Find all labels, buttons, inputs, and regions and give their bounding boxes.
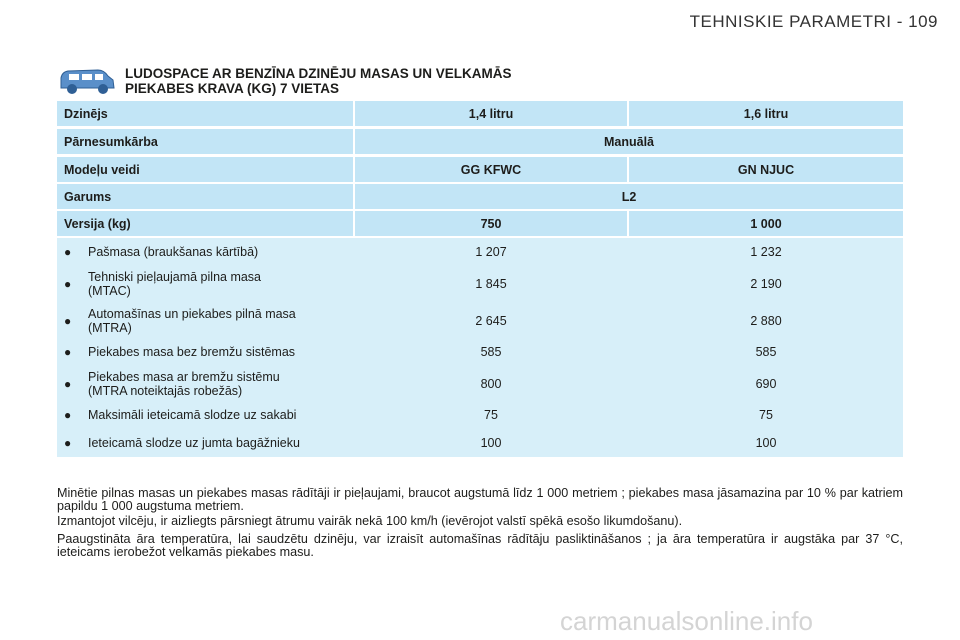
header-cell: Manuālā: [355, 129, 903, 154]
bullet: ●: [64, 377, 72, 391]
cell-value: 2 880: [750, 314, 782, 328]
header-cell: Modeļu veidi: [57, 157, 353, 182]
row-label: Piekabes masa ar bremžu sistēmu (MTRA not…: [88, 370, 280, 398]
cell-value: 100: [480, 436, 502, 450]
row-label: Pašmasa (braukšanas kārtībā): [88, 245, 258, 259]
title-line: LUDOSPACE AR BENZĪNA DZINĒJU MASAS UN VE…: [125, 66, 512, 81]
header-cell: 1,6 litru: [629, 101, 903, 126]
label-line: (MTRA): [88, 321, 132, 335]
cell-value: 2 190: [750, 277, 782, 291]
bullet: ●: [64, 408, 72, 422]
cell-value: 1 232: [750, 245, 782, 259]
row-label: Ieteicamā slodze uz jumta bagāžnieku: [88, 436, 300, 450]
header-cell: Versija (kg): [57, 211, 353, 236]
label-line: Automašīnas un piekabes pilnā masa: [88, 307, 296, 321]
cell-value: 690: [755, 377, 777, 391]
cell-value: 585: [480, 345, 502, 359]
cell-value: 1 207: [475, 245, 507, 259]
label-line: Maksimāli ieteicamā slodze uz sakabi: [88, 408, 297, 422]
cell-value: 75: [759, 408, 773, 422]
row-label: Automašīnas un piekabes pilnā masa (MTRA): [88, 307, 296, 335]
label-line: (MTAC): [88, 284, 131, 298]
header-cell: Pārnesumkārba: [57, 129, 353, 154]
cell-value: 75: [484, 408, 498, 422]
label-line: Ieteicamā slodze uz jumta bagāžnieku: [88, 436, 300, 450]
header-cell: 750: [355, 211, 627, 236]
label-line: Pašmasa (braukšanas kārtībā): [88, 245, 259, 259]
page-header: TEHNISKIE PARAMETRI - 109: [689, 12, 938, 31]
bullet: ●: [64, 314, 72, 328]
note-paragraph: Paaugstināta āra temperatūra, lai saudzē…: [57, 532, 903, 559]
car-icon: [60, 69, 115, 94]
header-cell: 1,4 litru: [355, 101, 627, 126]
header-cell: Dzinējs: [57, 101, 353, 126]
header-cell: Garums: [57, 184, 353, 209]
label-line: Piekabes masa bez bremžu sistēmas: [88, 345, 296, 359]
row-label: Maksimāli ieteicamā slodze uz sakabi: [88, 408, 296, 422]
bullet: ●: [64, 245, 72, 259]
bullet: ●: [64, 436, 72, 450]
cell-value: 800: [480, 377, 502, 391]
note-paragraph: Minētie pilnas masas un piekabes masas r…: [57, 486, 903, 513]
row-label: Tehniski pieļaujamā pilna masa (MTAC): [88, 270, 261, 298]
header-cell: GN NJUC: [629, 157, 903, 182]
note-paragraph: Izmantojot vilcēju, ir aizliegts pārsnie…: [57, 514, 683, 528]
label-line: Piekabes masa ar bremžu sistēmu: [88, 370, 280, 384]
header-cell: L2: [355, 184, 903, 209]
watermark: carmanualsonline.info: [560, 606, 813, 636]
data-block: [57, 238, 903, 457]
row-label: Piekabes masa bez bremžu sistēmas: [88, 345, 295, 359]
label-line: (MTRA noteiktajās robežās): [88, 384, 243, 398]
document-title: LUDOSPACE AR BENZĪNA DZINĒJU MASAS UN VE…: [125, 66, 512, 96]
cell-value: 585: [755, 345, 777, 359]
cell-value: 2 645: [475, 314, 507, 328]
title-line: PIEKABES KRAVA (KG) 7 VIETAS: [125, 81, 340, 96]
cell-value: 100: [755, 436, 777, 450]
label-line: Tehniski pieļaujamā pilna masa: [88, 270, 262, 284]
cell-value: 1 845: [475, 277, 507, 291]
bullet: ●: [64, 345, 72, 359]
header-cell: 1 000: [629, 211, 903, 236]
header-cell: GG KFWC: [355, 157, 627, 182]
bullet: ●: [64, 277, 72, 291]
